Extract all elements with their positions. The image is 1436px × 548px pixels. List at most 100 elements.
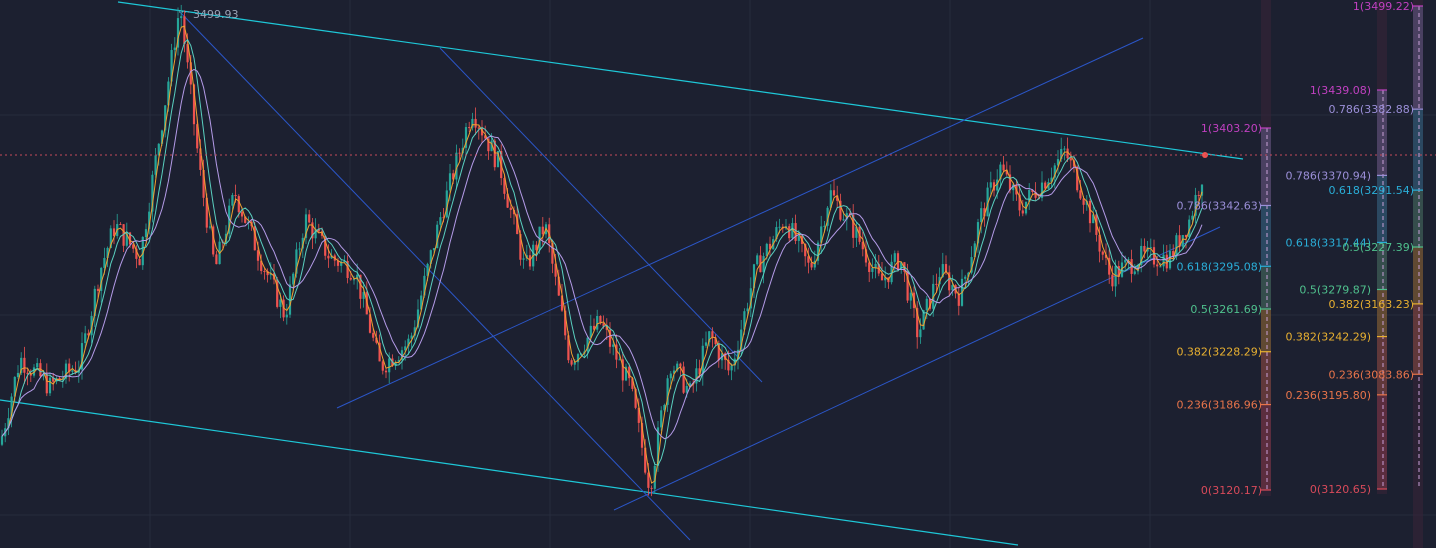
channel-bottom[interactable] xyxy=(0,399,1019,546)
fib-set-left[interactable]: 1(3403.20) 0.786(3342.63) 0.618(3295.08) 0.… xyxy=(1176,0,1271,497)
candle-body-11 xyxy=(36,363,39,368)
candle-body-266 xyxy=(852,214,855,238)
candle-body-145 xyxy=(464,127,468,148)
candle-body-334 xyxy=(1069,158,1072,161)
falling-line-b[interactable] xyxy=(439,47,763,383)
candle-body-239 xyxy=(765,243,768,257)
candle-body-357 xyxy=(1143,245,1146,252)
candle-body-335 xyxy=(1072,160,1076,167)
candle-body-332 xyxy=(1063,148,1066,150)
candle-body-142 xyxy=(455,152,458,180)
fib-zone-right-0 xyxy=(1413,6,1423,110)
candle-body-331 xyxy=(1060,148,1063,160)
candle-body-56 xyxy=(180,16,183,19)
candle-body-203 xyxy=(650,487,653,489)
candle-body-199 xyxy=(637,407,640,423)
candle-body-362 xyxy=(1159,266,1162,268)
fib-bar-left xyxy=(1261,0,1271,496)
candle-body-174 xyxy=(557,276,560,296)
candle-body-16 xyxy=(52,377,55,382)
candle-body-365 xyxy=(1168,251,1172,269)
candle-body-178 xyxy=(570,360,573,365)
candle-body-108 xyxy=(346,260,349,278)
candle-body-67 xyxy=(215,254,218,265)
candle-body-137 xyxy=(439,217,442,225)
candle-body-189 xyxy=(605,326,608,330)
fib-set-middle[interactable]: 1(3439.08) 0.786(3370.94) 0.618(3317.44) 0.… xyxy=(1285,0,1387,496)
fibonacci-retracements[interactable]: 1(3403.20) 0.786(3342.63) 0.618(3295.08) 0.… xyxy=(1176,0,1423,548)
candle-body-127 xyxy=(407,338,410,347)
candle-body-121 xyxy=(388,358,391,373)
candle-body-61 xyxy=(196,124,199,149)
candle-body-125 xyxy=(400,350,404,360)
candle-body-113 xyxy=(362,292,365,299)
candle-body-205 xyxy=(656,427,660,466)
candle-body-345 xyxy=(1104,254,1108,258)
candle-body-188 xyxy=(602,323,605,327)
candle-body-347 xyxy=(1111,274,1114,287)
candle-body-31 xyxy=(100,267,103,291)
fib-label-left-0.236: 0.236(3186.96) xyxy=(1176,399,1262,412)
candle-body-242 xyxy=(775,227,778,240)
candle-body-246 xyxy=(788,226,791,239)
fib-label-middle-0.382: 0.382(3242.29) xyxy=(1285,331,1371,344)
fib-label-middle-0.5: 0.5(3279.87) xyxy=(1299,283,1371,296)
candle-body-50 xyxy=(160,130,164,144)
candle-body-51 xyxy=(164,105,167,131)
candle-body-232 xyxy=(743,311,746,330)
candle-body-212 xyxy=(679,363,682,367)
candle-body-5 xyxy=(16,372,20,377)
candle-body-262 xyxy=(839,200,842,220)
channel-top[interactable] xyxy=(117,1,1244,160)
candle-body-147 xyxy=(471,118,474,128)
fib-set-right[interactable]: 1(3499.22) 0.786(3382.88) 0.618(3291.54) 0.… xyxy=(1328,0,1423,548)
candle-body-159 xyxy=(509,207,512,210)
candle-body-301 xyxy=(964,276,967,279)
candle-body-109 xyxy=(349,277,352,280)
falling-line-a[interactable] xyxy=(179,11,691,541)
candle-body-312 xyxy=(999,164,1002,180)
candle-body-279 xyxy=(893,253,896,262)
candle-body-304 xyxy=(973,243,976,258)
candle-body-210 xyxy=(672,370,676,374)
candle-body-230 xyxy=(736,349,740,359)
fib-label-middle-1: 1(3439.08) xyxy=(1310,84,1371,97)
candle-body-140 xyxy=(448,173,452,191)
ma-slow-line xyxy=(1,68,1203,440)
candle-body-341 xyxy=(1092,214,1095,224)
candle-body-256 xyxy=(820,226,823,243)
candle-body-60 xyxy=(192,84,196,125)
candle-body-271 xyxy=(868,262,871,272)
candle-body-299 xyxy=(957,293,960,306)
fib-zone-left-0 xyxy=(1261,128,1271,206)
fib-zone-left-2 xyxy=(1261,266,1271,309)
fib-zone-right-1 xyxy=(1413,109,1423,191)
candle-body-337 xyxy=(1079,190,1082,199)
candle-body-3 xyxy=(10,396,13,419)
fib-zone-left-3 xyxy=(1261,308,1271,352)
candle-body-260 xyxy=(832,190,836,196)
candle-body-226 xyxy=(724,353,727,360)
candle-body-372 xyxy=(1191,215,1194,220)
candle-body-286 xyxy=(916,308,919,338)
candle-body-101 xyxy=(324,235,327,256)
trend-lines[interactable] xyxy=(0,1,1244,546)
candle-body-211 xyxy=(676,363,679,371)
candle-body-200 xyxy=(640,422,644,448)
fib-zone-middle-2 xyxy=(1377,242,1387,290)
candle-body-307 xyxy=(983,208,986,217)
candle-body-314 xyxy=(1005,170,1008,175)
candle-body-20 xyxy=(64,363,68,379)
candle-body-346 xyxy=(1108,257,1111,275)
candle-body-153 xyxy=(490,140,493,152)
rising-channel-upper[interactable] xyxy=(336,37,1144,409)
candle-body-134 xyxy=(429,250,432,264)
candle-body-240 xyxy=(768,243,772,250)
candle-body-90 xyxy=(288,284,292,315)
candle-body-184 xyxy=(589,325,592,338)
candle-body-179 xyxy=(573,362,576,365)
candle-body-165 xyxy=(528,255,532,267)
candle-body-116 xyxy=(372,332,375,338)
candle-body-308 xyxy=(986,187,989,217)
